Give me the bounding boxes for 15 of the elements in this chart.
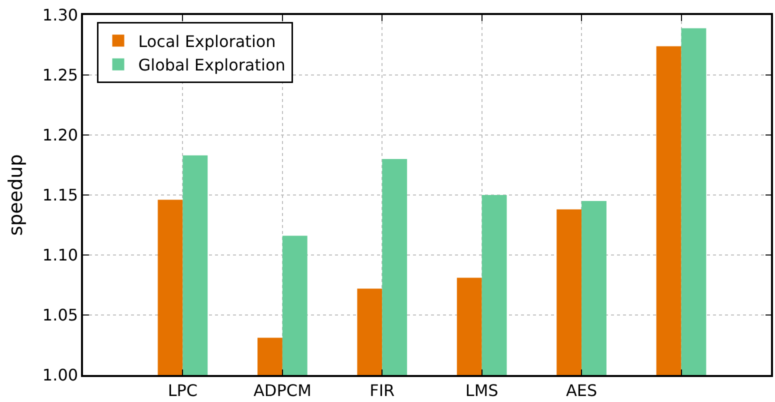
y-tick-label: 1.30 — [42, 6, 78, 25]
x-tick-label: FIR — [370, 380, 395, 400]
legend-label: Global Exploration — [138, 56, 286, 75]
x-tick-label: LMS — [465, 380, 498, 400]
y-tick-label: 1.25 — [42, 66, 78, 85]
y-axis-title: speedup — [4, 154, 27, 236]
x-tick-label: AES — [566, 380, 598, 400]
y-tick-label: 1.10 — [42, 246, 78, 265]
x-tick-label: ADPCM — [253, 380, 312, 400]
y-tick-label: 1.20 — [42, 126, 78, 145]
y-tick-label: 1.05 — [42, 306, 78, 325]
x-tick-label: LPC — [168, 380, 198, 400]
y-tick-label: 1.15 — [42, 186, 78, 205]
y-tick-label: 1.00 — [42, 366, 78, 385]
legend-label: Local Exploration — [138, 32, 276, 51]
